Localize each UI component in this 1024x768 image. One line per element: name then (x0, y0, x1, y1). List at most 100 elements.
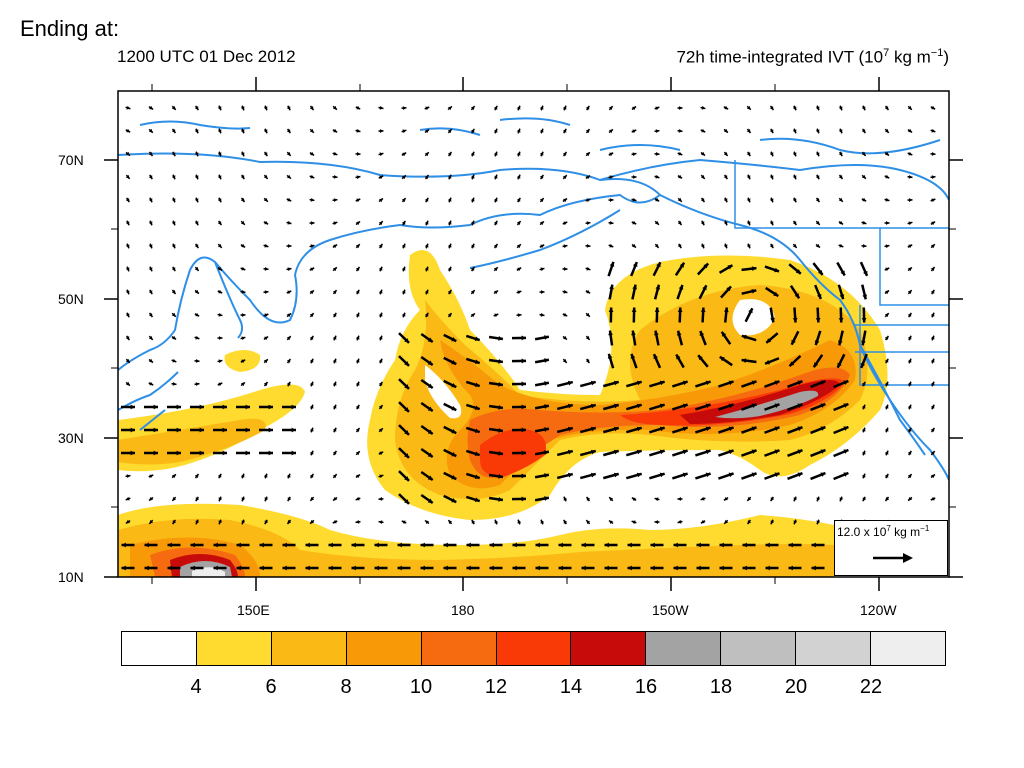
vector-arrow (398, 355, 410, 367)
vector-arrow (746, 220, 751, 226)
vector-arrow (838, 128, 843, 134)
vector-arrow (263, 313, 269, 318)
vector-arrow (602, 403, 620, 411)
vector-arrow (718, 426, 734, 434)
vector-arrow (511, 381, 527, 387)
vector-arrow (401, 197, 407, 203)
vector-arrow (790, 330, 800, 346)
vector-arrow (654, 129, 660, 134)
vector-arrow (332, 335, 337, 341)
vector-arrow (447, 312, 453, 318)
vector-arrow (631, 307, 637, 323)
vector-arrow (488, 496, 504, 502)
vector-arrow (769, 105, 775, 111)
vector-arrow (493, 128, 498, 134)
vector-arrow (884, 381, 889, 387)
vector-arrow (907, 312, 912, 318)
colorbar-tick-label: 6 (265, 676, 277, 698)
vector-arrow (741, 358, 757, 364)
vector-arrow (695, 380, 711, 388)
vector-arrow (282, 565, 296, 571)
vector-arrow (217, 174, 222, 180)
vector-arrow (447, 266, 452, 272)
vector-arrow (563, 496, 568, 502)
colorbar-tick-label: 12 (484, 676, 508, 698)
vector-arrow (604, 565, 618, 571)
vector-arrow (741, 403, 757, 411)
colorbar-cell (871, 632, 945, 665)
vector-arrow (723, 151, 729, 157)
vector-arrow (814, 330, 822, 346)
vector-arrow (719, 565, 733, 571)
vector-arrow (815, 197, 821, 203)
vector-arrow (516, 220, 522, 226)
colorbar-tick-label: 22 (859, 676, 883, 698)
vector-arrow (787, 425, 803, 435)
vector-arrow (839, 496, 844, 502)
coastline-alaska (599, 158, 949, 481)
vector-arrow (625, 403, 643, 411)
ivt-fill-layer (118, 250, 888, 577)
colorbar-cell (271, 632, 347, 665)
vector-arrow (930, 175, 936, 180)
vector-arrow (562, 289, 568, 294)
vector-arrow (723, 174, 728, 180)
vector-arrow (695, 449, 711, 457)
vector-arrow (121, 542, 135, 548)
vector-arrow (792, 105, 797, 111)
vector-arrow (676, 330, 684, 346)
vector-arrow (511, 473, 527, 479)
vector-arrow (332, 519, 338, 524)
vector-arrow (769, 307, 775, 323)
vector-arrow (465, 357, 481, 365)
vector-arrow (374, 542, 388, 548)
vector-arrow (648, 426, 666, 434)
vector-arrow (309, 197, 315, 202)
vector-arrow (511, 496, 527, 502)
vector-arrow (217, 220, 223, 226)
vector-arrow (511, 358, 527, 364)
vector-arrow (539, 197, 545, 203)
vector-arrow (534, 358, 550, 364)
vector-arrow (516, 151, 521, 157)
vector-arrow (884, 221, 890, 225)
vector-arrow (602, 472, 620, 480)
vector-arrow (861, 151, 867, 157)
vector-arrow (378, 404, 384, 410)
vector-arrow (125, 358, 131, 364)
vector-arrow (125, 151, 131, 157)
vector-arrow (884, 174, 890, 179)
vector-arrow (700, 174, 706, 180)
vector-arrow (424, 128, 430, 134)
vector-arrow (217, 473, 222, 479)
vector-arrow (862, 496, 867, 502)
vector-arrow (332, 381, 337, 387)
vector-arrow (746, 174, 751, 180)
ivt-vector-field (121, 105, 936, 571)
vector-arrow (194, 473, 200, 479)
vector-arrow (838, 151, 843, 157)
vector-arrow (398, 447, 410, 459)
reference-vector-arrow (873, 553, 913, 563)
vector-arrow (447, 289, 452, 295)
vector-arrow (677, 174, 683, 180)
vector-arrow (447, 128, 453, 134)
vector-arrow (585, 221, 591, 226)
vector-arrow (884, 404, 889, 410)
vector-arrow (769, 128, 774, 134)
vector-arrow (769, 197, 774, 203)
vector-arrow (677, 106, 683, 110)
vector-arrow (838, 174, 844, 180)
vector-arrow (263, 128, 268, 134)
vector-arrow (718, 449, 734, 457)
vector-arrow (263, 174, 269, 180)
vector-arrow (401, 220, 406, 226)
vector-arrow (837, 284, 845, 300)
vector-arrow (171, 312, 177, 318)
vector-arrow (443, 542, 457, 548)
vector-arrow (631, 129, 637, 134)
vector-arrow (534, 404, 550, 410)
vector-arrow (286, 220, 292, 225)
vector-arrow (579, 449, 597, 457)
vector-arrow (282, 542, 296, 548)
